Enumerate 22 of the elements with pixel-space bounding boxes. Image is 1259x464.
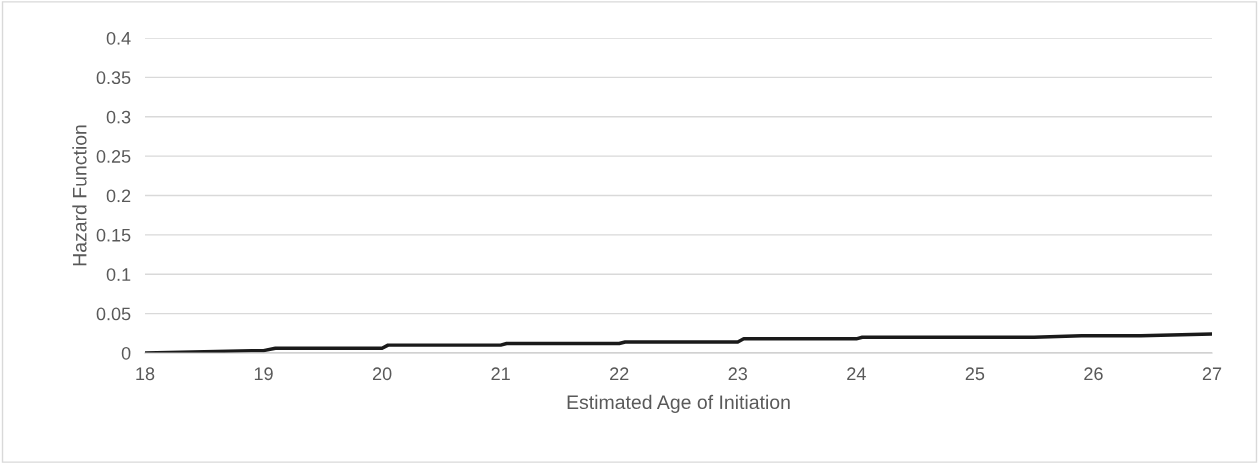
y-tick-label: 0.25 xyxy=(96,150,131,163)
x-tick-label: 19 xyxy=(254,367,273,381)
x-tick-label: 21 xyxy=(491,367,510,380)
y-tick-label: 0.1 xyxy=(106,268,131,281)
x-tick-label: 18 xyxy=(136,367,155,381)
y-tick-label: 0.35 xyxy=(96,71,131,85)
y-tick-label: 0 xyxy=(121,346,131,360)
x-axis-title: Estimated Age of Initiation xyxy=(567,394,790,413)
x-tick-label: 26 xyxy=(1084,367,1103,381)
y-tick-label: 0.2 xyxy=(106,189,131,203)
y-tick-label: 0.3 xyxy=(106,110,131,124)
x-tick-label: 27 xyxy=(1202,367,1222,380)
y-tick-label: 0.15 xyxy=(96,228,131,242)
x-tick-label: 24 xyxy=(847,367,866,380)
line-series xyxy=(145,332,1212,353)
y-tick-label: 0.05 xyxy=(96,307,131,321)
x-tick-label: 25 xyxy=(965,367,985,381)
y-tick-label: 0.4 xyxy=(106,31,131,45)
y-axis-title: Hazard Function xyxy=(72,125,87,266)
x-tick-label: 23 xyxy=(728,367,748,381)
x-tick-label: 22 xyxy=(610,367,629,380)
x-tick-label: 20 xyxy=(372,367,392,381)
